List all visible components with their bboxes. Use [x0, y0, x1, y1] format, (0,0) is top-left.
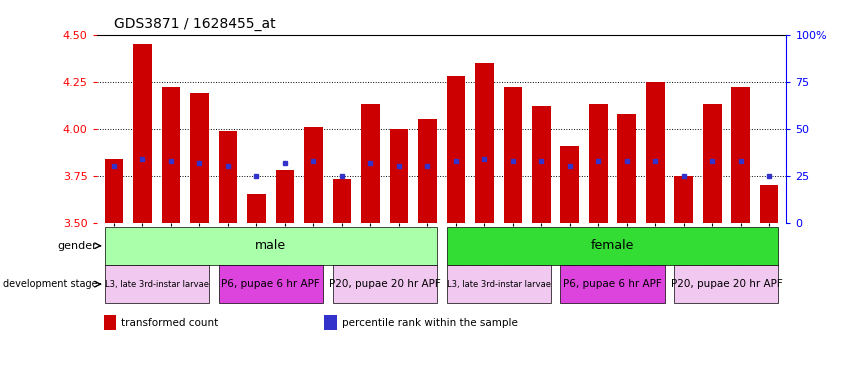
Text: gender: gender	[57, 241, 98, 251]
Bar	[504, 87, 522, 223]
Text: P6, pupae 6 hr APF: P6, pupae 6 hr APF	[563, 279, 662, 289]
Text: transformed count: transformed count	[121, 318, 218, 328]
Bar	[104, 159, 123, 223]
Bar	[447, 265, 551, 303]
Bar	[219, 265, 323, 303]
Bar	[475, 63, 494, 223]
Bar	[447, 227, 779, 265]
Bar	[104, 265, 209, 303]
Bar	[389, 129, 408, 223]
Bar	[589, 104, 607, 223]
Bar	[732, 87, 750, 223]
Text: P20, pupae 20 hr APF: P20, pupae 20 hr APF	[329, 279, 441, 289]
Text: percentile rank within the sample: percentile rank within the sample	[341, 318, 517, 328]
Bar	[760, 185, 779, 223]
Bar	[361, 104, 379, 223]
Bar	[447, 76, 465, 223]
Text: L3, late 3rd-instar larvae: L3, late 3rd-instar larvae	[104, 280, 209, 289]
Text: P6, pupae 6 hr APF: P6, pupae 6 hr APF	[221, 279, 320, 289]
Bar	[247, 195, 266, 223]
Bar	[674, 176, 693, 223]
Bar	[190, 93, 209, 223]
Bar	[276, 170, 294, 223]
Bar	[418, 119, 436, 223]
Text: P20, pupae 20 hr APF: P20, pupae 20 hr APF	[670, 279, 782, 289]
Bar	[560, 146, 579, 223]
Text: development stage: development stage	[3, 279, 98, 289]
Bar	[103, 315, 116, 330]
Bar	[703, 104, 722, 223]
Bar	[133, 44, 151, 223]
Bar	[646, 82, 664, 223]
Bar	[219, 131, 237, 223]
Bar	[104, 227, 436, 265]
Text: GDS3871 / 1628455_at: GDS3871 / 1628455_at	[114, 17, 275, 31]
Bar	[304, 127, 323, 223]
Bar	[532, 106, 551, 223]
Text: L3, late 3rd-instar larvae: L3, late 3rd-instar larvae	[447, 280, 551, 289]
Bar	[617, 114, 636, 223]
Bar	[332, 265, 436, 303]
Bar	[161, 87, 180, 223]
Bar	[674, 265, 779, 303]
Bar	[332, 179, 351, 223]
Bar	[325, 315, 336, 330]
Text: male: male	[255, 239, 286, 252]
Bar	[560, 265, 664, 303]
Text: female: female	[591, 239, 634, 252]
